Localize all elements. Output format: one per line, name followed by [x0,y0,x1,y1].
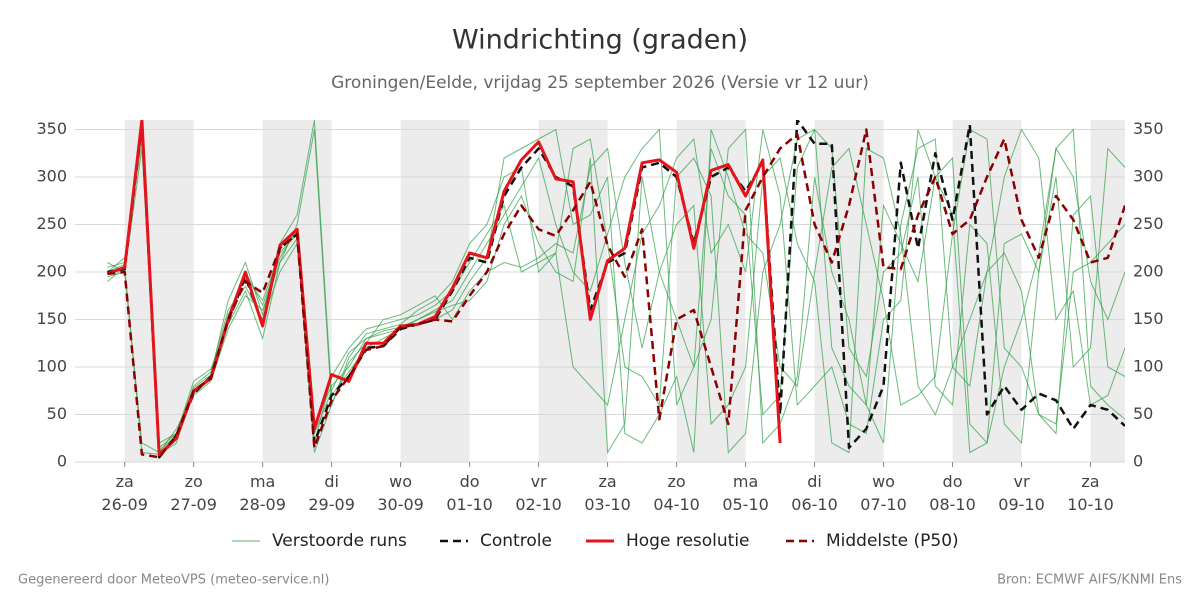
y-tick-label: 200 [36,262,67,281]
y2-tick-label: 150 [1133,309,1164,328]
x-tick-label: zo 04-10 [653,472,700,514]
footer-left: Gegenereerd door MeteoVPS (meteo-service… [18,573,329,588]
y-tick-label: 100 [36,357,67,376]
x-tick-label: di 06-10 [791,472,838,514]
y2-tick-label: 50 [1133,404,1153,423]
series-line [107,128,1125,459]
legend-label: Hoge resolutie [626,531,750,551]
y2-tick-label: 300 [1133,167,1164,186]
chart-title: Windrichting (graden) [452,25,748,56]
x-tick-label: vr 02-10 [515,472,562,514]
y-tick-label: 150 [36,309,67,328]
legend-label: Verstoorde runs [272,531,407,551]
y-tick-label: 0 [57,452,67,471]
day-band [814,120,884,462]
y2-tick-label: 350 [1133,119,1164,138]
legend-label: Controle [480,531,552,551]
legend: Verstoorde runs Controle Hoge resolutie Mid… [232,531,959,551]
footer-right: Bron: ECMWF AIFS/KNMI Ens [997,573,1182,588]
legend-label: Middelste (P50) [826,531,959,551]
chart-subtitle: Groningen/Eelde, vrijdag 25 september 20… [331,73,869,93]
x-tick-label: do 08-10 [929,472,976,514]
x-tick-label: za 03-10 [584,472,631,514]
plot-lines [106,120,1125,459]
y-tick-label: 300 [36,167,67,186]
labels: 0 0 50 50 100 100 150 150 200 200 250 250 300 300 350 3… [36,119,1163,514]
ensemble-line [107,128,1125,454]
y2-tick-label: 0 [1133,452,1143,471]
day-band [400,120,470,462]
y-tick-label: 250 [36,214,67,233]
x-tick-label: za 26-09 [101,472,148,514]
y2-tick-label: 250 [1133,214,1164,233]
y2-tick-label: 200 [1133,262,1164,281]
y-tick-label: 350 [36,119,67,138]
x-tick-label: di 29-09 [308,472,355,514]
y-tick-label: 50 [47,404,67,423]
x-tick-label: zo 27-09 [170,472,217,514]
x-tick-label: vr 09-10 [998,472,1045,514]
background-bands [124,120,1125,462]
x-tick-label: wo 07-10 [860,472,907,514]
y2-tick-label: 100 [1133,357,1164,376]
x-tick-label: wo 30-09 [377,472,424,514]
x-tick-label: ma 28-09 [239,472,286,514]
x-tick-label: do 01-10 [446,472,493,514]
x-tick-label: ma 05-10 [722,472,769,514]
x-tick-label: za 10-10 [1067,472,1114,514]
